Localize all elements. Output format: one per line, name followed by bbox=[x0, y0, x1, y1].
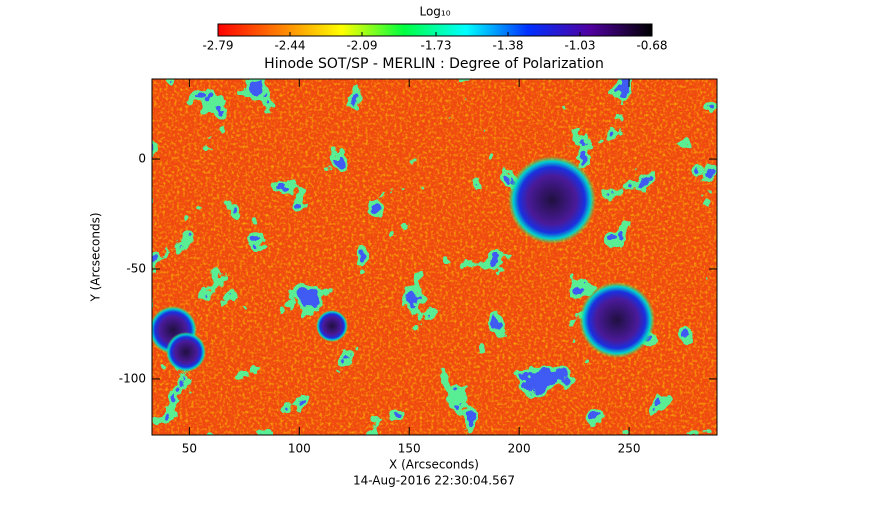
x-tick-label: 250 bbox=[618, 442, 641, 456]
colorbar-tick-label: -1.73 bbox=[420, 39, 451, 53]
y-tick-label: 0 bbox=[138, 152, 146, 166]
colorbar-tick-label: -0.68 bbox=[636, 39, 667, 53]
y-tick-label: -100 bbox=[119, 371, 146, 385]
colorbar-tick-label: -1.38 bbox=[492, 39, 523, 53]
x-tick-label: 50 bbox=[182, 442, 197, 456]
footer: 14-Aug-2016 22:30:04.567 bbox=[353, 474, 515, 488]
x-tick-label: 200 bbox=[508, 442, 531, 456]
colorbar-tick-label: -2.09 bbox=[346, 39, 377, 53]
colorbar-label: Log₁₀ bbox=[419, 5, 450, 19]
colorbar-tick-label: -2.79 bbox=[202, 39, 233, 53]
x-tick-label: 100 bbox=[288, 442, 311, 456]
x-tick-label: 150 bbox=[398, 442, 421, 456]
y-tick-label: -50 bbox=[126, 261, 146, 275]
x-axis-label: X (Arcseconds) bbox=[389, 458, 479, 472]
colorbar-tick-label: -2.44 bbox=[274, 39, 305, 53]
chart-title: Hinode SOT/SP - MERLIN : Degree of Polar… bbox=[264, 56, 604, 72]
colorbar-tick-label: -1.03 bbox=[564, 39, 595, 53]
y-axis-label: Y (Arcseconds) bbox=[89, 212, 103, 302]
colorbar bbox=[217, 23, 653, 37]
polarization-image bbox=[152, 79, 717, 435]
plot-frame bbox=[151, 78, 718, 436]
